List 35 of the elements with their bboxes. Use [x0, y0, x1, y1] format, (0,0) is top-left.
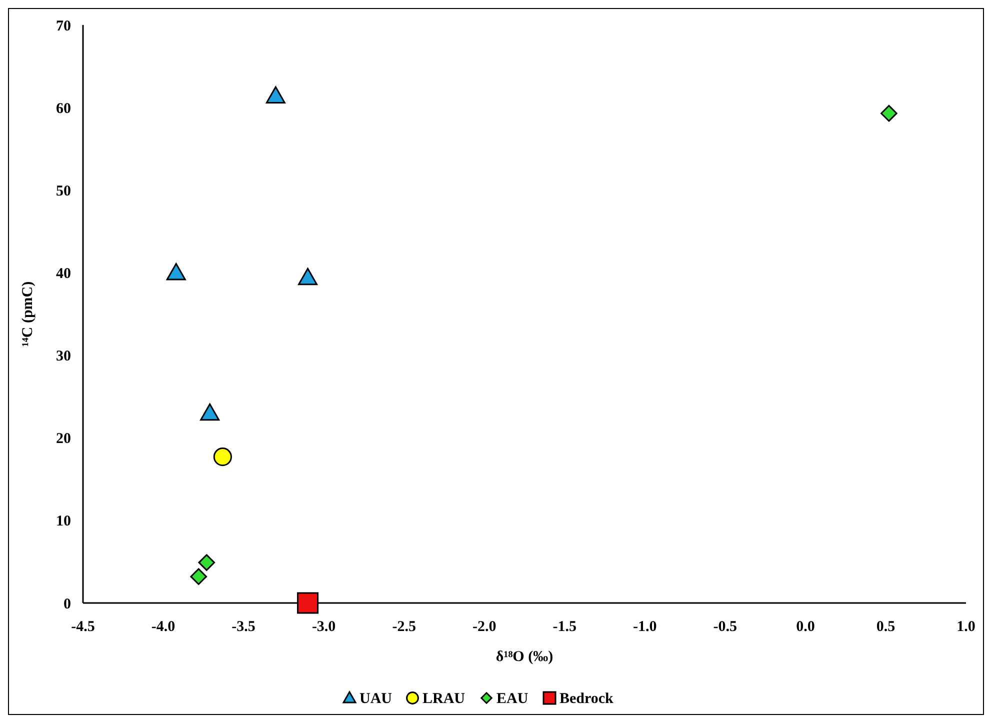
point [213, 448, 232, 466]
point [297, 592, 319, 614]
x-tick-label: 0.5 [876, 619, 896, 635]
x-tick-label: 0.0 [796, 619, 815, 635]
x-tick-label: -2.0 [472, 619, 496, 635]
x-axis-title: δ¹⁸O (‰) [496, 649, 554, 665]
point [880, 104, 898, 122]
legend-label: LRAU [422, 691, 466, 707]
legend-label: UAU [360, 691, 392, 707]
x-tick-label: 1.0 [956, 619, 976, 635]
point [166, 262, 186, 280]
y-tick-label: 60 [56, 100, 71, 117]
x-tick-label: -0.5 [713, 619, 738, 635]
y-tick-label: 0 [64, 596, 71, 612]
y-tick-label: 10 [56, 514, 71, 530]
point [266, 86, 286, 104]
x-tick-label: -4.0 [151, 619, 176, 635]
x-tick-label: -3.5 [232, 619, 256, 635]
x-tick-label: -2.5 [392, 619, 416, 635]
x-tick-label: -1.0 [633, 619, 657, 635]
point [298, 268, 318, 286]
y-tick-label: 40 [56, 266, 71, 282]
x-tick-label: -1.5 [552, 619, 577, 635]
point [190, 568, 207, 585]
y-tick-label: 70 [56, 18, 71, 34]
point [198, 554, 216, 571]
legend-label: Bedrock [560, 691, 614, 707]
y-axis-title: ¹⁴C (pmC) [20, 281, 36, 347]
x-tick-label: -3.0 [312, 619, 336, 635]
x-tick-label: -4.5 [71, 619, 95, 635]
legend-label: EAU [496, 691, 528, 707]
y-tick-label: 20 [56, 431, 71, 448]
y-tick-label: 30 [56, 348, 71, 365]
point [200, 403, 220, 421]
y-tick-label: 50 [56, 183, 71, 200]
